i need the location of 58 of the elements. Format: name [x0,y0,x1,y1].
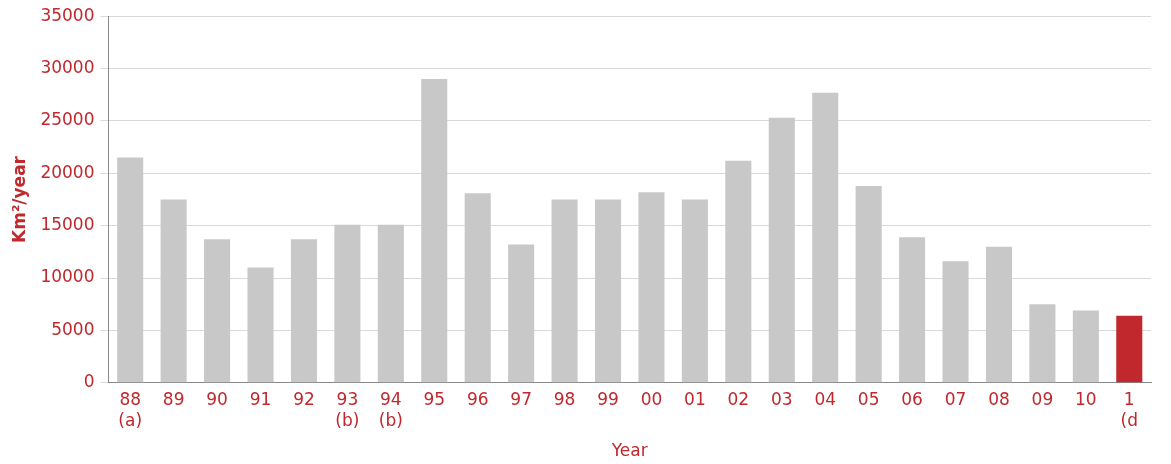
x-tick-label: 03 [770,389,793,410]
y-tick-label: 30000 [40,56,95,77]
x-tick-label: 93 (b) [335,389,360,430]
bar [1029,304,1056,383]
x-tick-label: 98 [553,389,576,410]
x-tick-label: 1 (d [1120,389,1138,430]
x-tick-label: 90 [206,389,228,410]
x-tick-label: 95 [423,389,446,410]
x-tick-label: 09 [1031,389,1054,410]
y-axis-title: Km²/year [8,155,29,244]
bar [681,199,708,383]
x-tick-label: 99 [597,389,619,410]
x-tick-label: 05 [857,389,880,410]
bar [985,246,1012,383]
bar [812,92,839,383]
bar [551,199,578,383]
y-tick-label: 0 [83,371,95,392]
bar [768,117,795,383]
bar [117,157,144,383]
x-tick-label: 94 (b) [378,389,403,430]
bar [1072,310,1099,383]
bar [247,267,274,383]
bar [421,79,448,383]
bar [377,224,404,383]
x-tick-label: 97 [510,389,532,410]
bar [899,237,926,383]
x-tick-label: 02 [727,389,750,410]
bar [1116,315,1143,383]
bar [160,199,187,383]
bar [290,239,317,383]
bar [638,192,665,383]
x-tick-label: 89 [162,389,185,410]
x-tick-label: 10 [1075,389,1097,410]
x-axis-title: Year [610,440,648,461]
x-tick-label: 01 [684,389,706,410]
y-tick-label: 20000 [40,161,95,182]
y-tick-label: 35000 [40,4,95,25]
bar [594,199,622,383]
x-tick-label: 00 [640,389,663,410]
bar [725,160,752,383]
x-tick-label: 91 [249,389,272,410]
x-tick-label: 96 [466,389,489,410]
y-tick-label: 15000 [40,214,95,235]
x-tick-label: 06 [901,389,923,410]
x-tick-label: 04 [814,389,837,410]
x-tick-label: 07 [944,389,967,410]
bar [334,224,361,383]
bar [204,239,231,383]
y-tick-label: 10000 [40,266,95,287]
y-tick-label: 5000 [51,318,95,339]
x-tick-label: 88 (a) [118,389,143,430]
x-tick-label: 08 [988,389,1010,410]
bar [855,185,882,383]
bar [942,261,969,383]
y-tick-label: 25000 [40,109,95,130]
bar [464,193,491,383]
x-tick-label: 92 [293,389,315,410]
bar [508,244,535,383]
